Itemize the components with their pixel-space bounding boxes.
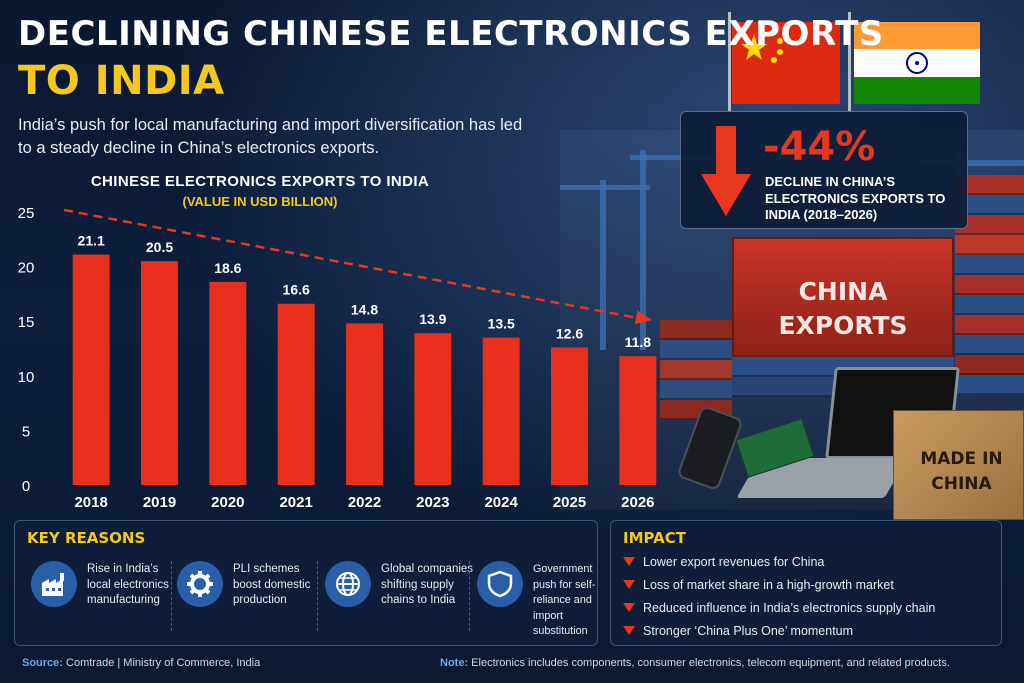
x-tick-label: 2025 (553, 494, 586, 511)
down-arrow-icon (623, 626, 635, 636)
down-arrow-icon (623, 557, 635, 567)
bar (209, 281, 247, 485)
bar (551, 347, 588, 485)
x-tick-label: 2024 (484, 494, 518, 511)
impact-text: Loss of market share in a high-growth ma… (643, 578, 894, 592)
bar (482, 337, 520, 485)
impact-text: Stronger ‘China Plus One’ momentum (643, 624, 854, 638)
bar (277, 303, 315, 485)
x-tick-label: 2026 (621, 494, 654, 511)
reason-text: Government push for self-reliance and im… (533, 563, 596, 637)
crane (560, 185, 650, 190)
x-tick-label: 2022 (348, 494, 381, 511)
y-tick-label: 5 (22, 423, 30, 440)
bar (619, 356, 657, 485)
container-stack (955, 175, 1024, 395)
reason-text: Rise in India’s local electronics manufa… (87, 563, 169, 606)
y-tick-label: 0 (22, 478, 30, 495)
bar-value-label: 20.5 (146, 239, 173, 255)
china-exports-container: CHINA EXPORTS (732, 237, 954, 357)
down-arrow-icon (701, 126, 751, 216)
reason-item: PLI schemes boost domestic production (177, 561, 327, 635)
impact-title: IMPACT (623, 529, 686, 547)
bar-value-label: 16.6 (283, 282, 310, 298)
bar-value-label: 13.9 (419, 311, 446, 327)
impact-item: Loss of market share in a high-growth ma… (623, 578, 894, 592)
impact-panel: IMPACT Lower export revenues for China L… (610, 520, 1002, 646)
globe-icon (325, 561, 371, 607)
reason-text: Global companies shifting supply chains … (381, 563, 474, 606)
impact-item: Stronger ‘China Plus One’ momentum (623, 624, 853, 638)
key-reasons-title: KEY REASONS (27, 529, 146, 547)
x-tick-label: 2023 (416, 494, 449, 511)
bar (346, 323, 383, 485)
x-tick-label: 2020 (211, 494, 244, 511)
bar (414, 333, 452, 485)
reason-item: Global companies shifting supply chains … (325, 561, 475, 635)
impact-text: Reduced influence in India’s electronics… (643, 601, 936, 615)
source-note: Source: Comtrade | Ministry of Commerce,… (22, 657, 260, 669)
impact-item: Lower export revenues for China (623, 555, 824, 569)
reason-item: Rise in India’s local electronics manufa… (31, 561, 181, 635)
bar-value-label: 18.6 (214, 260, 241, 276)
note-text: Electronics includes components, consume… (471, 657, 950, 669)
y-tick-label: 10 (18, 369, 35, 386)
flag-pole (848, 12, 851, 112)
source-text: Comtrade | Ministry of Commerce, India (66, 657, 261, 669)
chart-title: CHINESE ELECTRONICS EXPORTS TO INDIA (90, 173, 430, 190)
bar-value-label: 12.6 (556, 325, 583, 341)
decline-description: DECLINE IN CHINA’S ELECTRONICS EXPORTS T… (765, 174, 946, 222)
made-in-china-box: MADE IN CHINA (893, 410, 1024, 520)
india-flag (854, 22, 980, 104)
y-tick-label: 15 (18, 314, 35, 331)
footnote: Note: Electronics includes components, c… (440, 657, 950, 669)
decline-callout: -44% DECLINE IN CHINA’S ELECTRONICS EXPO… (680, 111, 968, 229)
bar-value-label: 13.5 (488, 316, 515, 332)
crane (600, 180, 606, 350)
gear-icon (177, 561, 223, 607)
chart-unit-subtitle: (VALUE IN USD BILLION) (182, 194, 338, 209)
bar-value-label: 21.1 (78, 233, 105, 249)
reason-text: PLI schemes boost domestic production (233, 563, 311, 606)
impact-text: Lower export revenues for China (643, 555, 825, 569)
down-arrow-icon (623, 580, 635, 590)
trend-arrow-line (63, 208, 645, 321)
y-tick-label: 25 (18, 205, 35, 222)
key-reasons-panel: KEY REASONS Rise in India’s local electr… (14, 520, 598, 646)
page-title: DECLINING CHINESE ELECTRONICS EXPORTS (18, 14, 884, 54)
bar-value-label: 11.8 (625, 334, 652, 350)
crane (920, 160, 1024, 166)
bar-value-label: 14.8 (351, 301, 378, 317)
shield-icon (477, 561, 523, 607)
y-tick-label: 20 (18, 260, 35, 277)
source-label: Source: (22, 657, 63, 669)
down-arrow-icon (623, 603, 635, 613)
china-flag (732, 22, 840, 104)
divider (469, 561, 470, 631)
impact-item: Reduced influence in India’s electronics… (623, 601, 935, 615)
page-title-highlight: TO INDIA (18, 58, 225, 104)
crane (640, 150, 646, 350)
page-subtitle: India’s push for local manufacturing and… (18, 116, 523, 157)
note-label: Note: (440, 657, 469, 669)
x-tick-label: 2019 (143, 494, 176, 511)
trend-arrow-head (634, 310, 652, 325)
divider (317, 561, 318, 631)
x-tick-label: 2018 (74, 494, 107, 511)
reason-item: Government push for self-reliance and im… (477, 561, 595, 637)
bar (141, 261, 178, 485)
bar-chart: 051015202521.1201820.5201918.6202016.620… (18, 205, 657, 511)
flag-pole (728, 12, 731, 112)
x-tick-label: 2021 (279, 494, 312, 511)
box-label: MADE IN CHINA (920, 449, 1003, 494)
container-label: CHINA EXPORTS (778, 277, 908, 340)
divider (171, 561, 172, 631)
decline-percentage: -44% (763, 124, 876, 170)
factory-icon (31, 561, 77, 607)
bar (72, 254, 110, 485)
